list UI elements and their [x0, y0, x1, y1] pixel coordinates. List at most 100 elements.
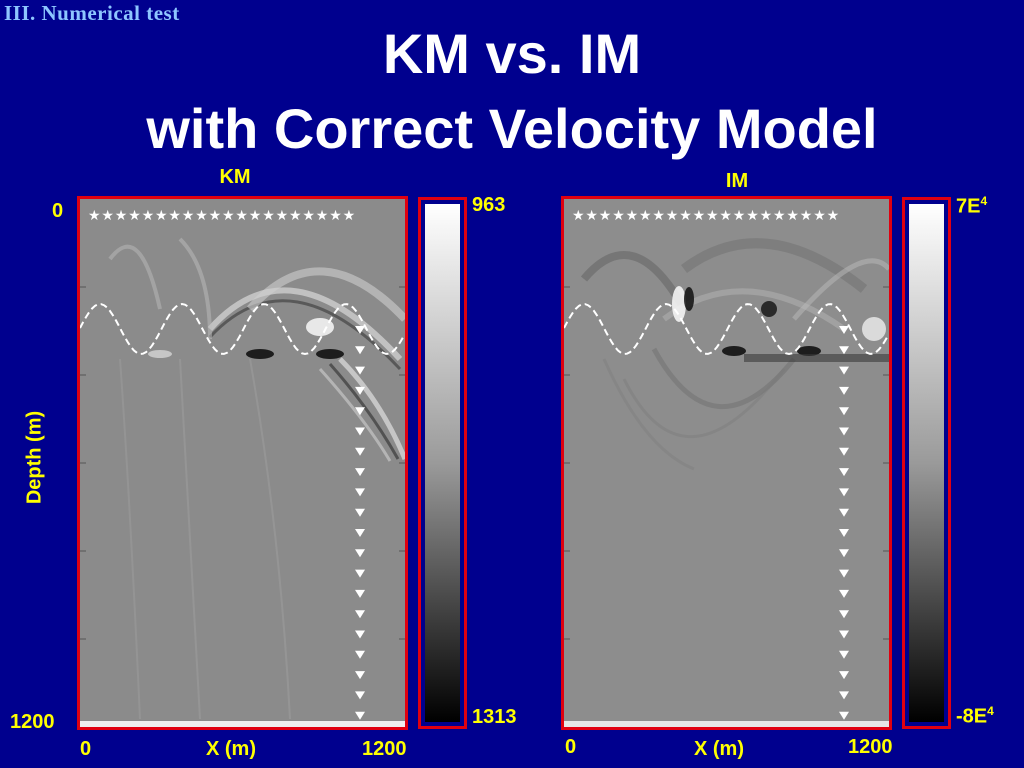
receiver-triangle-icon — [839, 386, 849, 395]
receiver-triangle-icon — [839, 366, 849, 375]
source-star-icon: ★ — [572, 208, 585, 224]
source-star-icon: ★ — [249, 208, 262, 224]
section-label: III. Numerical test — [4, 1, 180, 25]
km-x-axis-label: X (m) — [206, 738, 256, 760]
source-star-icon: ★ — [235, 208, 248, 224]
im-colorbar — [902, 197, 951, 729]
im-x-tick-left: 0 — [565, 736, 577, 758]
source-star-icon: ★ — [639, 208, 652, 224]
receiver-triangle-icon — [355, 468, 365, 477]
receiver-triangle-icon — [839, 569, 849, 578]
km-colorbar-min: 1313 — [472, 706, 517, 728]
source-star-icon: ★ — [343, 208, 356, 224]
receiver-triangle-icon — [355, 427, 365, 436]
receiver-triangle-icon — [839, 589, 849, 598]
receiver-triangle-icon — [355, 630, 365, 639]
im-x-axis-label: X (m) — [694, 738, 744, 760]
im-source-stars: ★ ★ ★ ★ ★ ★ ★ ★ ★ ★ ★ ★ ★ ★ ★ ★ ★ ★ ★ ★ — [572, 208, 839, 224]
receiver-triangle-icon — [839, 671, 849, 680]
receiver-triangle-icon — [839, 529, 849, 537]
km-migration-image: ★ ★ ★ ★ ★ ★ ★ ★ ★ ★ ★ ★ ★ ★ ★ ★ ★ ★ ★ ★ — [77, 196, 408, 730]
receiver-triangle-icon — [355, 366, 365, 375]
source-star-icon: ★ — [652, 208, 665, 224]
source-star-icon: ★ — [813, 208, 826, 224]
source-star-icon: ★ — [316, 208, 329, 224]
km-colorbar-max: 963 — [472, 194, 506, 216]
receiver-triangle-icon — [839, 468, 849, 477]
receiver-triangle-icon — [355, 447, 365, 456]
source-star-icon: ★ — [827, 208, 840, 224]
source-star-icon: ★ — [168, 208, 181, 224]
receiver-triangle-icon — [355, 569, 365, 578]
km-panel-label: KM — [219, 166, 251, 188]
im-colorbar-max: 7E4 — [956, 194, 987, 219]
receiver-triangle-icon — [839, 427, 849, 436]
receiver-triangle-icon — [839, 650, 849, 659]
source-star-icon: ★ — [666, 208, 679, 224]
receiver-triangle-icon — [839, 447, 849, 456]
receiver-triangle-icon — [839, 711, 849, 720]
receiver-triangle-icon — [355, 407, 365, 416]
source-star-icon: ★ — [142, 208, 155, 224]
source-star-icon: ★ — [773, 208, 786, 224]
receiver-triangle-icon — [839, 508, 849, 517]
source-star-icon: ★ — [800, 208, 813, 224]
receiver-triangle-icon — [355, 488, 365, 497]
receiver-triangle-icon — [355, 711, 365, 720]
receiver-triangle-icon — [355, 508, 365, 517]
receiver-triangle-icon — [355, 346, 365, 355]
source-star-icon: ★ — [612, 208, 625, 224]
km-colorbar — [418, 197, 467, 729]
receiver-triangle-icon — [355, 529, 365, 537]
source-star-icon: ★ — [88, 208, 101, 224]
source-star-icon: ★ — [719, 208, 732, 224]
im-x-tick-right: 1200 — [848, 736, 893, 758]
source-star-icon: ★ — [195, 208, 208, 224]
source-star-icon: ★ — [115, 208, 128, 224]
receiver-triangle-icon — [839, 691, 849, 700]
source-star-icon: ★ — [329, 208, 342, 224]
receiver-triangle-icon — [839, 346, 849, 355]
source-star-icon: ★ — [128, 208, 141, 224]
receiver-triangle-icon — [355, 386, 365, 395]
source-star-icon: ★ — [585, 208, 598, 224]
receiver-triangle-icon — [839, 326, 849, 334]
source-star-icon: ★ — [733, 208, 746, 224]
km-x-tick-left: 0 — [80, 738, 92, 760]
receiver-triangle-icon — [355, 589, 365, 598]
receiver-triangle-icon — [839, 610, 849, 619]
receiver-triangle-icon — [355, 326, 365, 334]
im-colorbar-min-base: -8E — [956, 705, 988, 728]
slide-title-line2: with Correct Velocity Model — [146, 97, 878, 160]
receiver-triangle-icon — [355, 650, 365, 659]
source-star-icon: ★ — [746, 208, 759, 224]
source-star-icon: ★ — [706, 208, 719, 224]
im-interface-line — [564, 302, 889, 356]
im-migration-image: ★ ★ ★ ★ ★ ★ ★ ★ ★ ★ ★ ★ ★ ★ ★ ★ ★ ★ ★ ★ — [561, 196, 892, 730]
source-star-icon: ★ — [276, 208, 289, 224]
source-star-icon: ★ — [101, 208, 114, 224]
receiver-triangle-icon — [355, 671, 365, 680]
source-star-icon: ★ — [155, 208, 168, 224]
im-colorbar-min: -8E4 — [956, 704, 994, 729]
receiver-triangle-icon — [839, 488, 849, 497]
im-colorbar-max-exp: 4 — [980, 194, 988, 208]
slide-title-line1: KM vs. IM — [382, 22, 642, 85]
source-star-icon: ★ — [599, 208, 612, 224]
km-receiver-markers — [355, 326, 365, 720]
source-star-icon: ★ — [302, 208, 315, 224]
receiver-triangle-icon — [355, 610, 365, 619]
km-source-stars: ★ ★ ★ ★ ★ ★ ★ ★ ★ ★ ★ ★ ★ ★ ★ ★ ★ ★ ★ ★ — [88, 208, 355, 224]
source-star-icon: ★ — [262, 208, 275, 224]
depth-tick-top: 0 — [52, 200, 64, 222]
depth-tick-bottom: 1200 — [10, 711, 55, 733]
source-star-icon: ★ — [786, 208, 799, 224]
source-star-icon: ★ — [222, 208, 235, 224]
im-receiver-markers — [839, 326, 849, 720]
receiver-triangle-icon — [839, 549, 849, 558]
source-star-icon: ★ — [626, 208, 639, 224]
receiver-triangle-icon — [839, 630, 849, 639]
source-star-icon: ★ — [679, 208, 692, 224]
source-star-icon: ★ — [289, 208, 302, 224]
source-star-icon: ★ — [182, 208, 195, 224]
